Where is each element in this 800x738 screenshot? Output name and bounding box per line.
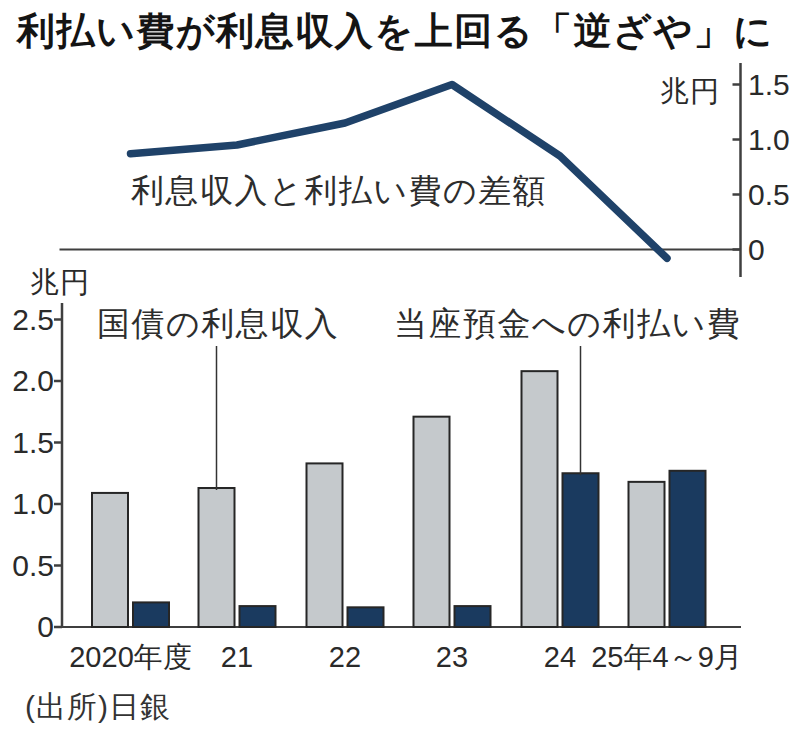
bar-chart-y-tick-label: 0 [0, 610, 54, 644]
bar-interest-income [199, 488, 235, 627]
line-chart-y-tick-label: 1.0 [748, 123, 790, 157]
bar-chart-y-tick-label: 0.5 [0, 549, 54, 583]
bar-chart-x-tick-label: 21 [221, 643, 253, 672]
bar-chart-x-tick-label: 22 [329, 643, 361, 672]
bar-interest-income [414, 417, 450, 627]
line-chart-unit-label: 兆円 [660, 72, 720, 112]
bar-interest-paid [670, 471, 706, 627]
bar-interest-income [629, 482, 665, 627]
bar-chart-y-tick-label: 1.5 [0, 426, 54, 460]
bar-chart-y-tick-label: 2.0 [0, 364, 54, 398]
bar-annotation-interest-paid: 当座預金への利払い費 [394, 302, 741, 347]
bar-interest-paid [348, 607, 384, 627]
line-chart-y-tick-label: 0 [748, 233, 765, 267]
source-note: (出所)日銀 [25, 687, 171, 728]
bar-chart-x-tick-label: 23 [436, 643, 468, 672]
bar-interest-income [522, 371, 558, 627]
bar-interest-income [307, 463, 343, 627]
bar-chart-y-tick-label: 1.0 [0, 487, 54, 521]
bar-annotation-interest-income: 国債の利息収入 [97, 302, 339, 347]
line-chart-y-tick-label: 0.5 [748, 178, 790, 212]
bar-interest-paid [563, 473, 599, 627]
bar-interest-paid [133, 602, 169, 627]
bar-interest-paid [240, 606, 276, 627]
line-chart-y-tick-label: 1.5 [748, 68, 790, 102]
bar-interest-paid [455, 606, 491, 627]
bar-chart-unit-label: 兆円 [30, 263, 90, 303]
bar-chart-y-tick-label: 2.5 [0, 303, 54, 337]
bar-chart-x-tick-label: 24 [544, 643, 576, 672]
line-series-label: 利息収入と利払い費の差額 [131, 169, 547, 214]
bar-chart-x-tick-label: 2020年度 [69, 643, 192, 672]
bar-chart-x-tick-label: 25年4～9月 [591, 643, 743, 672]
bar-interest-income [92, 493, 128, 627]
